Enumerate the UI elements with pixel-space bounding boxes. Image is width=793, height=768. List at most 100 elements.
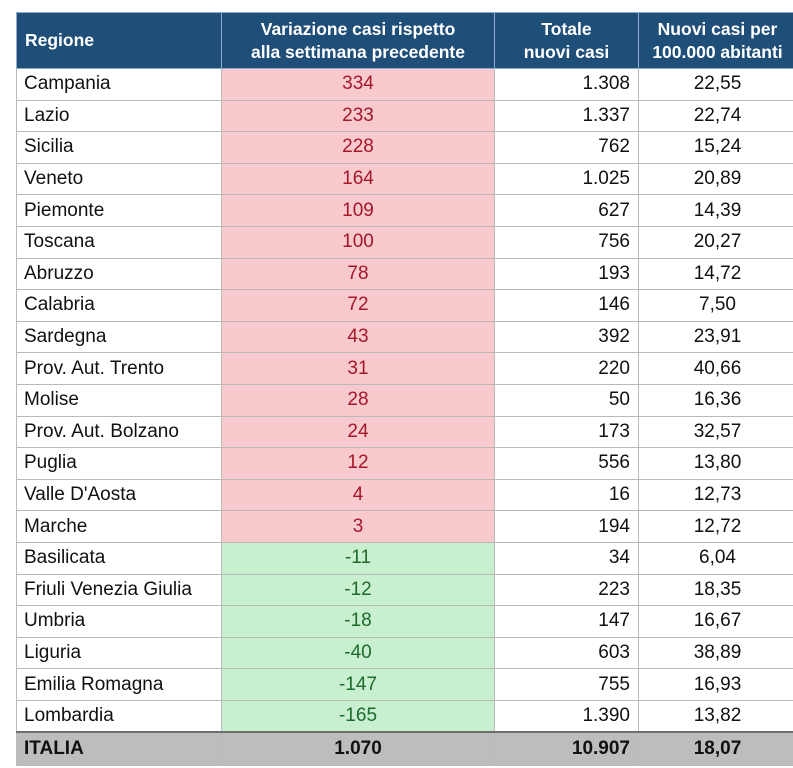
cell-regione: Marche	[16, 510, 222, 543]
table-row: Campania 334 1.308 22,55	[16, 68, 793, 101]
cell-variazione: 228	[221, 131, 495, 164]
cell-totale: 1.308	[494, 68, 639, 101]
cell-per100k: 18,35	[638, 573, 793, 607]
table-row: Veneto 164 1.025 20,89	[16, 162, 793, 196]
header-variazione-line2: alla settimana precedente	[251, 41, 465, 62]
cell-regione: Sicilia	[16, 131, 222, 164]
cell-regione: Prov. Aut. Trento	[16, 352, 222, 385]
cell-per100k: 22,55	[638, 68, 793, 101]
table-row: Liguria -40 603 38,89	[16, 636, 793, 670]
cell-regione: Prov. Aut. Bolzano	[16, 415, 222, 449]
cell-variazione: -18	[221, 605, 495, 638]
cell-regione: Liguria	[16, 636, 222, 670]
cell-regione: Sardegna	[16, 320, 222, 354]
cell-totale: 173	[494, 415, 639, 449]
cell-per100k: 32,57	[638, 415, 793, 449]
cell-per100k: 15,24	[638, 131, 793, 164]
header-totale-line1: Totale	[541, 18, 592, 39]
table-header: Regione Variazione casi rispetto alla se…	[16, 12, 793, 69]
cell-totale: 34	[494, 541, 639, 575]
cell-totale: 193	[494, 257, 639, 291]
cell-regione: Abruzzo	[16, 257, 222, 291]
table-row: Lazio 233 1.337 22,74	[16, 99, 793, 133]
header-variazione-line1: Variazione casi rispetto	[260, 18, 456, 39]
cell-regione: Toscana	[16, 225, 222, 259]
cell-per100k: 16,36	[638, 383, 793, 417]
table-row: Basilicata -11 34 6,04	[16, 541, 793, 575]
table-row: Molise 28 50 16,36	[16, 383, 793, 417]
table-row: Calabria 72 146 7,50	[16, 289, 793, 322]
table-row: Puglia 12 556 13,80	[16, 447, 793, 480]
cell-per100k: 23,91	[638, 320, 793, 354]
cell-regione: Campania	[16, 68, 222, 101]
total-row: ITALIA 1.070 10.907 18,07	[16, 731, 793, 767]
cell-variazione: 43	[221, 320, 495, 354]
cell-totale: 392	[494, 320, 639, 354]
cell-per100k: 20,89	[638, 162, 793, 196]
cell-variazione: 3	[221, 510, 495, 543]
table-row: Lombardia -165 1.390 13,82	[16, 699, 793, 733]
cell-per100k: 14,39	[638, 194, 793, 227]
cell-variazione: 12	[221, 447, 495, 480]
cell-per100k: 16,93	[638, 668, 793, 701]
cell-variazione: -11	[221, 541, 495, 575]
cell-totale: 755	[494, 668, 639, 701]
cell-regione: Valle D'Aosta	[16, 478, 222, 512]
table-row: Valle D'Aosta 4 16 12,73	[16, 478, 793, 512]
cell-regione: Lombardia	[16, 699, 222, 733]
header-row: Regione Variazione casi rispetto alla se…	[16, 12, 793, 69]
table-row: Emilia Romagna -147 755 16,93	[16, 668, 793, 701]
table-frame: Regione Variazione casi rispetto alla se…	[16, 12, 793, 768]
total-variazione: 1.070	[221, 731, 495, 767]
cell-totale: 147	[494, 605, 639, 638]
table-row: Prov. Aut. Trento 31 220 40,66	[16, 352, 793, 385]
regional-cases-table: Regione Variazione casi rispetto alla se…	[16, 12, 793, 767]
cell-variazione: 4	[221, 478, 495, 512]
cell-variazione: 72	[221, 289, 495, 322]
header-variazione: Variazione casi rispetto alla settimana …	[221, 12, 495, 69]
cell-totale: 756	[494, 225, 639, 259]
cell-regione: Piemonte	[16, 194, 222, 227]
cell-per100k: 13,82	[638, 699, 793, 733]
cell-regione: Lazio	[16, 99, 222, 133]
table-row: Toscana 100 756 20,27	[16, 225, 793, 259]
cell-regione: Umbria	[16, 605, 222, 638]
cell-variazione: 100	[221, 225, 495, 259]
cell-variazione: 28	[221, 383, 495, 417]
cell-per100k: 14,72	[638, 257, 793, 291]
table-row: Friuli Venezia Giulia -12 223 18,35	[16, 573, 793, 607]
cell-totale: 556	[494, 447, 639, 480]
header-totale-line2: nuovi casi	[523, 41, 610, 62]
cell-regione: Veneto	[16, 162, 222, 196]
total-regione: ITALIA	[16, 731, 222, 767]
cell-variazione: -40	[221, 636, 495, 670]
header-nuovi-line2: 100.000 abitanti	[652, 41, 783, 62]
cell-variazione: 334	[221, 68, 495, 101]
cell-per100k: 38,89	[638, 636, 793, 670]
cell-totale: 223	[494, 573, 639, 607]
header-nuovi-casi: Nuovi casi per 100.000 abitanti	[638, 12, 793, 69]
table-row: Marche 3 194 12,72	[16, 510, 793, 543]
cell-variazione: -147	[221, 668, 495, 701]
table-row: Sicilia 228 762 15,24	[16, 131, 793, 164]
cell-per100k: 12,72	[638, 510, 793, 543]
table-row: Abruzzo 78 193 14,72	[16, 257, 793, 291]
cell-regione: Calabria	[16, 289, 222, 322]
table-row: Piemonte 109 627 14,39	[16, 194, 793, 227]
cell-variazione: 233	[221, 99, 495, 133]
cell-totale: 16	[494, 478, 639, 512]
cell-regione: Molise	[16, 383, 222, 417]
header-regione-label: Regione	[25, 30, 95, 50]
cell-variazione: 24	[221, 415, 495, 449]
cell-per100k: 6,04	[638, 541, 793, 575]
cell-variazione: -12	[221, 573, 495, 607]
cell-per100k: 7,50	[638, 289, 793, 322]
cell-totale: 1.390	[494, 699, 639, 733]
cell-totale: 194	[494, 510, 639, 543]
cell-per100k: 13,80	[638, 447, 793, 480]
total-totale: 10.907	[494, 731, 639, 767]
cell-regione: Emilia Romagna	[16, 668, 222, 701]
cell-regione: Basilicata	[16, 541, 222, 575]
cell-variazione: 109	[221, 194, 495, 227]
cell-totale: 627	[494, 194, 639, 227]
